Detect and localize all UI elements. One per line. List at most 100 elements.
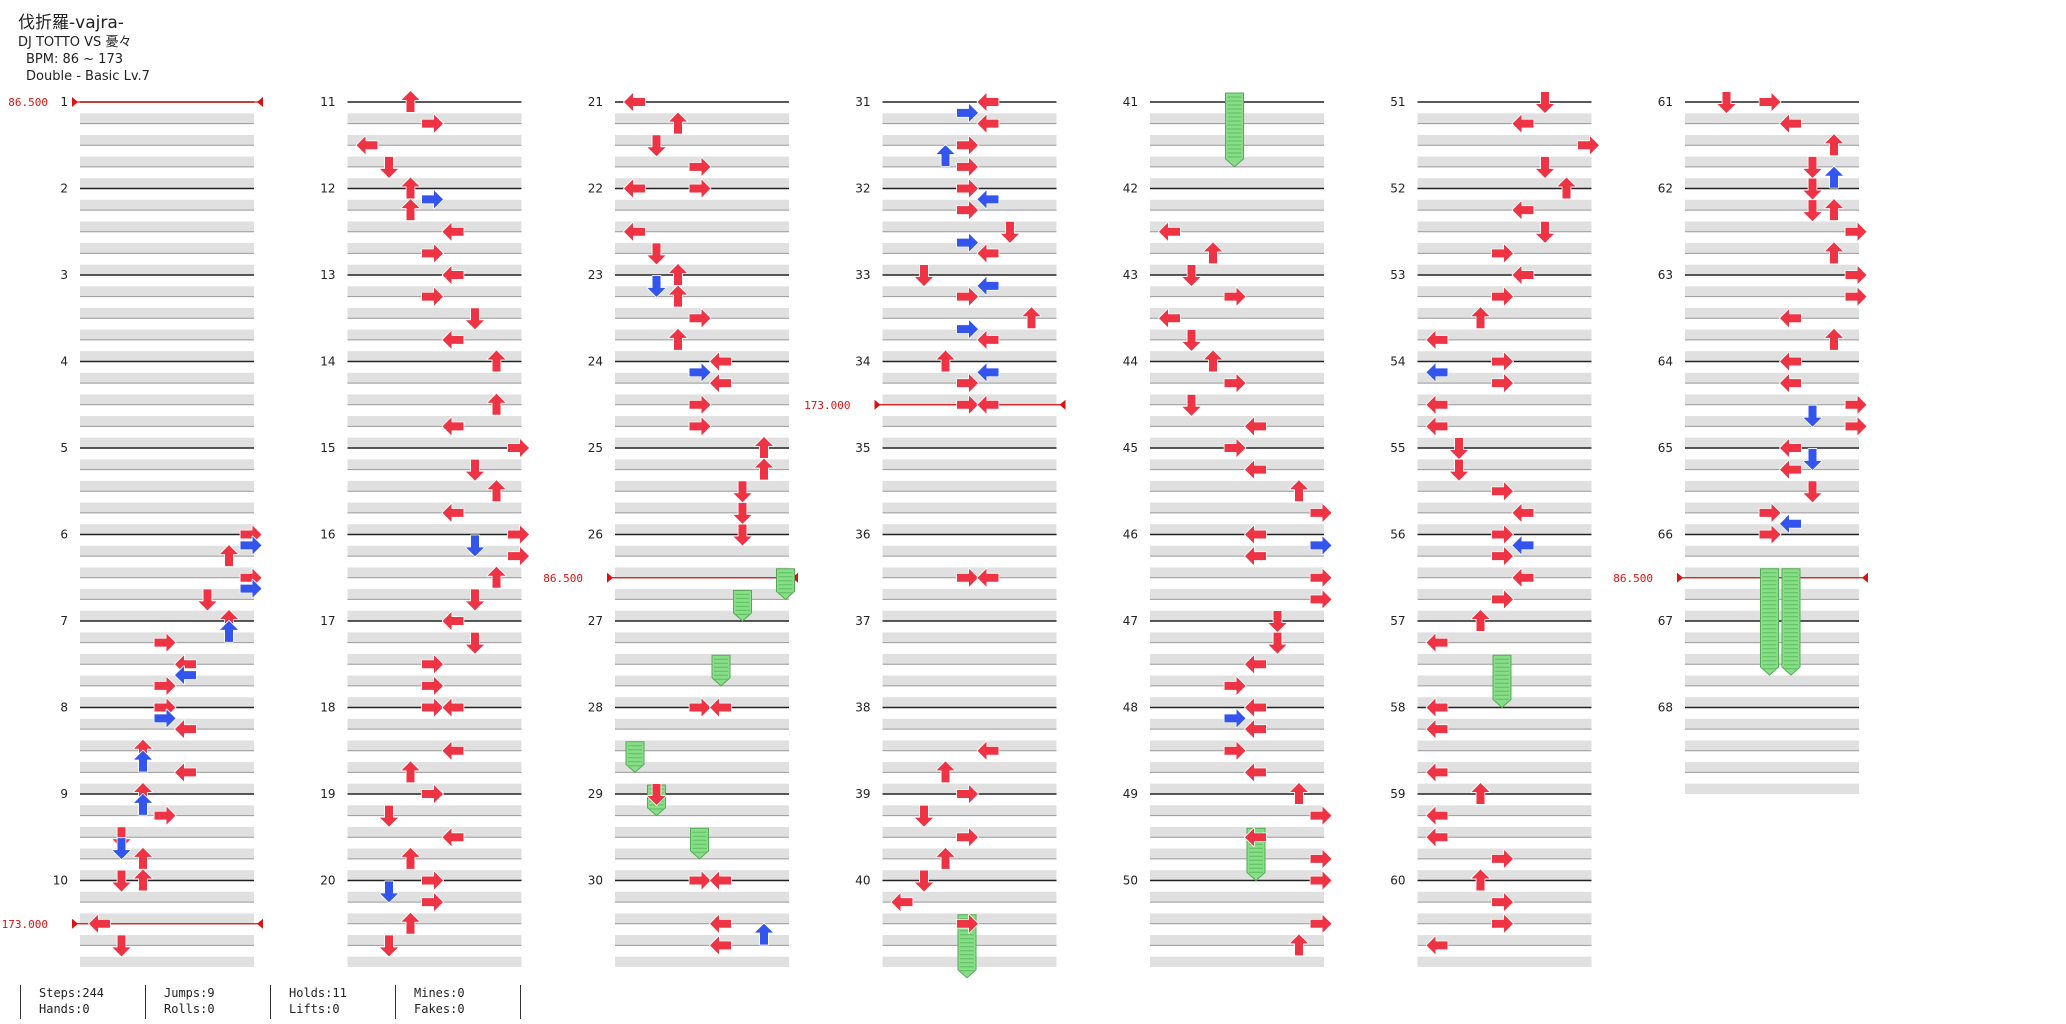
beat-band: [615, 113, 789, 124]
arrow-right-icon: [688, 178, 712, 199]
arrow-left-icon: [1511, 567, 1535, 588]
beat-band: [80, 307, 254, 319]
beat-band: [615, 675, 789, 686]
beat-band: [1150, 178, 1324, 189]
beat-band: [1417, 178, 1592, 189]
arrow-left-icon: [1425, 416, 1449, 437]
bpm-marker-tick: [1677, 572, 1683, 583]
measure-number: 27: [588, 614, 603, 628]
beat-band: [1417, 826, 1592, 838]
beat-band: [80, 480, 254, 492]
arrow-up-icon: [1289, 782, 1309, 805]
arrow-right-icon: [956, 913, 979, 934]
arrow-left-icon: [976, 394, 1000, 415]
beat-band: [80, 243, 254, 254]
arrow-right-icon: [507, 438, 530, 458]
arrow-up-icon: [668, 111, 688, 135]
beat-band: [347, 502, 522, 513]
arrow-down-icon: [197, 588, 218, 612]
song-title: 伐折羅-vajra-: [18, 13, 124, 33]
beat-band: [80, 459, 254, 470]
arrow-down-icon: [1802, 199, 1823, 222]
arrow-right-icon: [421, 654, 444, 675]
beat-band: [1417, 632, 1592, 643]
measure-number: 20: [320, 874, 335, 888]
beat-band: [1417, 610, 1592, 621]
beat-band: [1150, 307, 1324, 319]
arrow-down-icon: [379, 934, 399, 958]
arrow-right-icon: [1491, 243, 1514, 264]
arrow-left-icon: [1779, 513, 1802, 534]
arrow-right-icon: [956, 157, 979, 177]
arrow-right-icon: [1844, 286, 1868, 307]
arrow-left-icon: [623, 221, 646, 242]
arrow-down-icon: [646, 783, 667, 806]
beat-band: [615, 783, 789, 794]
arrow-up-icon: [1470, 609, 1491, 632]
arrow-up-icon: [486, 349, 507, 373]
arrow-left-icon: [174, 665, 197, 685]
beat-band: [882, 675, 1057, 686]
beat-band: [1685, 264, 1859, 275]
beat-band: [1417, 134, 1592, 146]
beat-band: [1685, 697, 1859, 708]
arrow-right-icon: [1223, 373, 1247, 393]
beat-band: [1417, 437, 1592, 448]
arrow-left-icon: [976, 113, 1000, 134]
beat-band: [615, 437, 789, 448]
arrow-right-icon: [421, 286, 444, 307]
beat-band: [1417, 740, 1592, 751]
beat-band: [80, 762, 254, 773]
beat-band: [1150, 502, 1324, 513]
arrow-right-icon: [1844, 416, 1868, 437]
bpm-marker-label: 173.000: [2, 918, 48, 931]
arrow-right-icon: [1758, 524, 1782, 545]
arrow-right-icon: [1223, 740, 1247, 761]
arrow-left-icon: [1244, 697, 1267, 718]
arrow-down-icon: [1181, 393, 1202, 417]
bpm-marker-tick: [1059, 399, 1066, 410]
arrow-right-icon: [956, 178, 979, 199]
arrow-up-icon: [400, 90, 421, 113]
arrow-down-icon: [646, 275, 667, 298]
measure-number: 50: [1123, 874, 1138, 888]
beat-band: [1150, 329, 1324, 340]
beat-band: [80, 178, 254, 189]
arrow-left-icon: [976, 189, 1000, 210]
arrow-right-icon: [1577, 135, 1600, 156]
beat-band: [1685, 286, 1859, 297]
measure-number: 54: [1390, 355, 1405, 369]
arrow-left-icon: [441, 416, 465, 437]
arrow-left-icon: [355, 135, 379, 156]
arrow-right-icon: [688, 697, 712, 718]
bpm-marker-tick: [874, 399, 881, 410]
measure-number: 15: [320, 441, 335, 455]
beat-band: [882, 762, 1057, 773]
measure-number: 44: [1123, 355, 1138, 369]
beat-band: [882, 870, 1057, 881]
arrow-up-icon: [486, 565, 507, 589]
beat-band: [615, 935, 789, 946]
beat-band: [1150, 243, 1324, 254]
arrow-left-icon: [441, 330, 465, 350]
arrow-up-icon: [400, 198, 421, 221]
beat-band: [882, 416, 1057, 427]
arrow-left-icon: [1425, 935, 1449, 956]
arrow-left-icon: [623, 92, 646, 112]
arrow-left-icon: [441, 265, 465, 285]
beat-band: [1417, 329, 1592, 340]
arrow-right-icon: [153, 805, 177, 826]
arrow-up-icon: [668, 284, 688, 308]
measure-number: 12: [320, 182, 335, 196]
arrow-down-icon: [1267, 610, 1288, 633]
beat-band: [80, 826, 254, 838]
arrow-down-icon: [1802, 448, 1823, 471]
beat-band: [1150, 480, 1324, 492]
arrow-left-icon: [1511, 265, 1535, 285]
arrow-left-icon: [1425, 330, 1449, 350]
measure-number: 60: [1390, 874, 1405, 888]
arrow-left-icon: [1425, 805, 1449, 826]
beat-band: [347, 459, 522, 470]
arrow-right-icon: [1309, 870, 1333, 891]
beat-band: [1150, 351, 1324, 362]
